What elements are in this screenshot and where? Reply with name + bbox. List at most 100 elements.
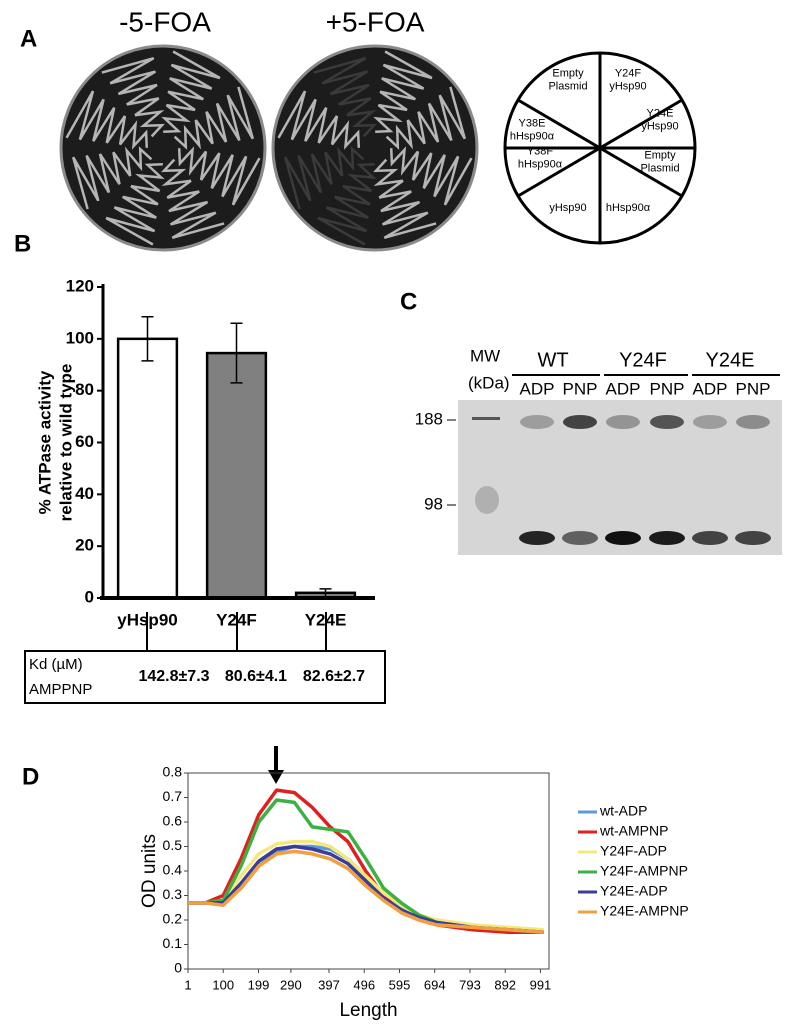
streak [283, 146, 365, 210]
plate-title: -5-FOA [119, 6, 211, 37]
x-tick-label: 1 [184, 977, 191, 992]
mw-marker: 98 [424, 494, 443, 513]
series-line [188, 839, 544, 932]
plate [59, 44, 267, 252]
gel-band [649, 531, 685, 545]
y-tick-label: 60 [75, 432, 94, 451]
key-label: hHsp90α [606, 202, 651, 214]
kd-row-label: AMPPNP [29, 681, 92, 698]
x-tick-label: 397 [318, 977, 340, 992]
y-tick-label: 0.4 [163, 862, 183, 878]
group-label: Y24E [706, 349, 755, 371]
mw-marker: 188 [415, 409, 443, 428]
kd-box [24, 650, 386, 704]
y-tick-label: 0 [174, 960, 182, 976]
lane-label: ADP [520, 379, 555, 398]
y-tick-label: 0.2 [163, 911, 183, 927]
legend-label: Y24E-AMPNP [600, 903, 689, 919]
gel-band [472, 417, 500, 420]
panel-label: D [22, 763, 39, 790]
gel-band [520, 415, 554, 429]
panel-label: B [14, 230, 31, 257]
group-label: Y24F [619, 349, 667, 371]
y-tick-label: 0.3 [163, 886, 183, 902]
panel-label: C [400, 288, 417, 315]
streak [173, 86, 255, 150]
streak [65, 90, 149, 150]
gel-band [692, 531, 728, 545]
x-tick-label: 100 [212, 977, 234, 992]
gel-band [562, 531, 598, 545]
key-label: Plasmid [548, 80, 587, 92]
streak [161, 158, 225, 240]
streak [105, 162, 165, 246]
gel-band [606, 415, 640, 429]
bar [116, 337, 179, 600]
legend-label: wt-AMPNP [599, 823, 668, 839]
x-tick-label: 496 [353, 977, 375, 992]
legend-label: Y24E-ADP [600, 883, 668, 899]
y-tick-label: 0.7 [163, 788, 183, 804]
gel-band [605, 531, 641, 545]
key-label: yHsp90 [609, 80, 646, 92]
gel-band [475, 486, 499, 514]
x-tick-label: Y24E [305, 610, 347, 629]
mw-label: MW [470, 346, 500, 365]
kd-row-label: Kd (µM) [29, 656, 83, 673]
gel-band [693, 415, 727, 429]
streak [373, 50, 433, 134]
key-label: Y24F [615, 67, 642, 79]
x-tick-label: 199 [248, 977, 270, 992]
x-axis-label: Length [339, 1000, 397, 1021]
key-label: hHsp90α [518, 158, 563, 170]
gel: MW (kDa) WT Y24F Y24E 188 98 [415, 346, 782, 555]
streak [71, 146, 153, 210]
y-tick-label: 40 [75, 484, 94, 503]
key-label: Y38F [527, 145, 554, 157]
gel-image [458, 400, 782, 555]
streak [313, 56, 377, 138]
x-tick-label: 595 [389, 977, 411, 992]
plate-key [503, 51, 697, 245]
gel-band [563, 415, 597, 429]
y-tick-label: 80 [75, 380, 94, 399]
x-tick-label: yHsp90 [117, 610, 177, 629]
streak [101, 56, 165, 138]
lane-label: ADP [606, 379, 641, 398]
lane-label: ADP [693, 379, 728, 398]
streak [373, 158, 437, 240]
lane-label: PNP [736, 379, 771, 398]
panel-label: A [20, 25, 37, 52]
x-tick-label: 991 [530, 977, 552, 992]
key-label: Y24E [647, 107, 674, 119]
streak [277, 90, 361, 150]
plot-frame [187, 772, 550, 970]
key-label: hHsp90α [510, 130, 555, 142]
streak [177, 146, 261, 206]
legend-label: wt-ADP [599, 803, 647, 819]
lane-label: PNP [563, 379, 598, 398]
x-tick-label: 793 [459, 977, 481, 992]
y-tick-label: 20 [75, 536, 94, 555]
key-label: yHsp90 [549, 202, 586, 214]
error-bar [230, 322, 243, 384]
bar [205, 351, 268, 600]
key-label: Empty [644, 149, 676, 161]
x-tick-label: 892 [494, 977, 516, 992]
streak [389, 146, 473, 206]
series-line [188, 798, 544, 935]
streak [317, 162, 377, 246]
y-tick-label: 0.5 [163, 837, 183, 853]
gel-band [519, 531, 555, 545]
key-label: Plasmid [640, 162, 679, 174]
y-axis-label: relative to wild type [56, 364, 75, 522]
plate-title: +5-FOA [326, 6, 425, 37]
legend-label: Y24F-ADP [600, 843, 667, 859]
key-label: Empty [552, 67, 584, 79]
legend-label: Y24F-AMPNP [600, 863, 688, 879]
mw-label: (kDa) [468, 373, 510, 392]
kd-value: 142.8±7.3 [138, 668, 209, 685]
key-divider [517, 98, 683, 198]
